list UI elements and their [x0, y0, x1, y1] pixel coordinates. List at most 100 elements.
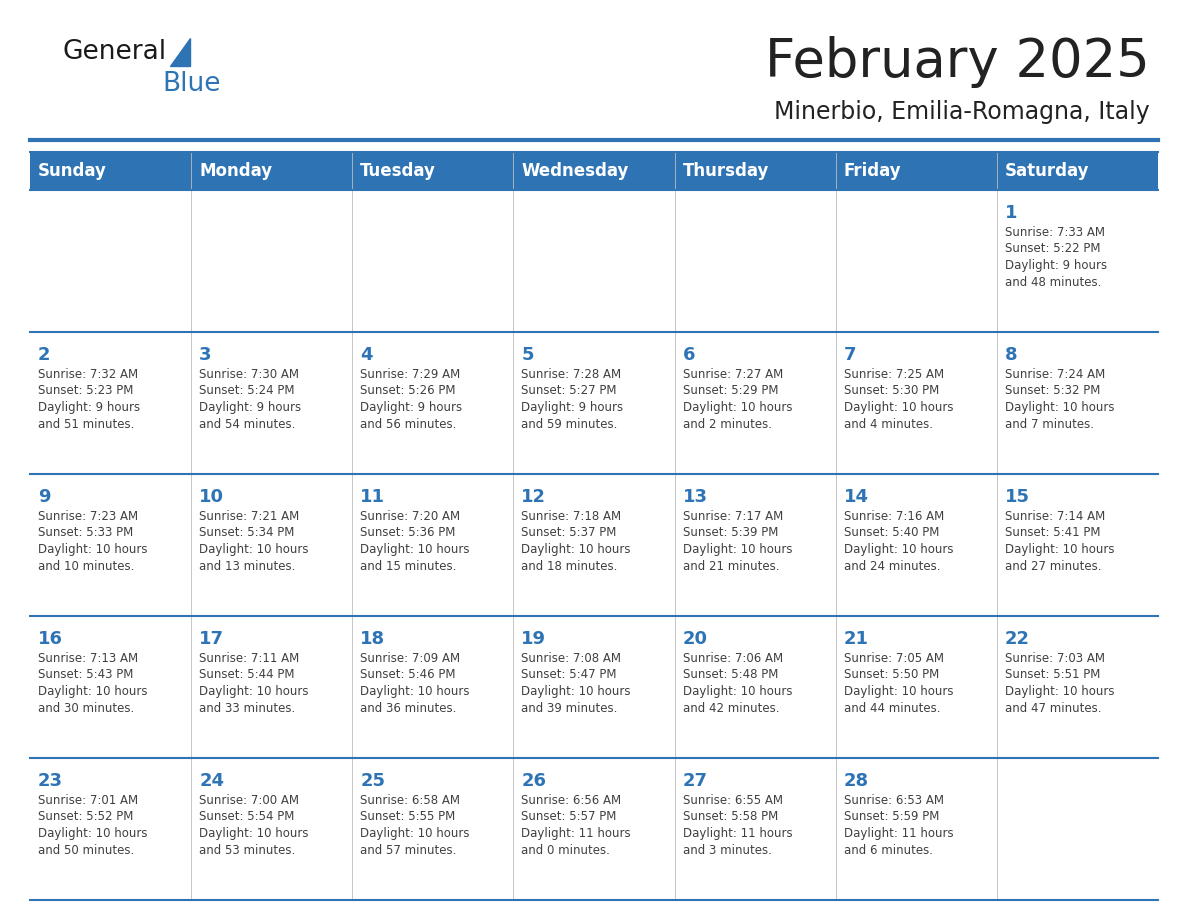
Text: and 36 minutes.: and 36 minutes.	[360, 701, 456, 714]
Text: 10: 10	[200, 488, 225, 506]
Text: Sunrise: 7:17 AM: Sunrise: 7:17 AM	[683, 510, 783, 523]
Text: 1: 1	[1005, 204, 1017, 222]
Text: Sunset: 5:43 PM: Sunset: 5:43 PM	[38, 668, 133, 681]
Text: Sunset: 5:33 PM: Sunset: 5:33 PM	[38, 527, 133, 540]
Text: Daylight: 11 hours: Daylight: 11 hours	[683, 827, 792, 840]
Text: Sunrise: 7:08 AM: Sunrise: 7:08 AM	[522, 652, 621, 665]
Text: General: General	[62, 39, 166, 65]
Bar	[191, 190, 353, 332]
Text: Sunset: 5:30 PM: Sunset: 5:30 PM	[843, 385, 939, 397]
Bar	[835, 758, 997, 900]
Text: Daylight: 11 hours: Daylight: 11 hours	[843, 827, 953, 840]
Text: 11: 11	[360, 488, 385, 506]
Text: and 6 minutes.: and 6 minutes.	[843, 844, 933, 856]
Text: Daylight: 10 hours: Daylight: 10 hours	[360, 685, 469, 698]
Bar	[353, 332, 513, 474]
Bar	[513, 616, 675, 758]
Bar	[675, 474, 835, 616]
Text: and 42 minutes.: and 42 minutes.	[683, 701, 779, 714]
Text: and 59 minutes.: and 59 minutes.	[522, 418, 618, 431]
Text: 26: 26	[522, 772, 546, 790]
Text: Sunrise: 7:21 AM: Sunrise: 7:21 AM	[200, 510, 299, 523]
Text: Daylight: 10 hours: Daylight: 10 hours	[522, 543, 631, 556]
Text: Wednesday: Wednesday	[522, 162, 628, 180]
Bar	[997, 190, 1158, 332]
Text: and 56 minutes.: and 56 minutes.	[360, 418, 456, 431]
Bar	[997, 332, 1158, 474]
Text: Sunrise: 6:55 AM: Sunrise: 6:55 AM	[683, 794, 783, 807]
Bar	[835, 474, 997, 616]
Text: Sunrise: 7:28 AM: Sunrise: 7:28 AM	[522, 368, 621, 381]
Text: and 57 minutes.: and 57 minutes.	[360, 844, 456, 856]
Text: Daylight: 10 hours: Daylight: 10 hours	[683, 685, 792, 698]
Text: Daylight: 10 hours: Daylight: 10 hours	[360, 543, 469, 556]
Text: and 13 minutes.: and 13 minutes.	[200, 559, 296, 573]
Text: Sunrise: 7:16 AM: Sunrise: 7:16 AM	[843, 510, 944, 523]
Text: Daylight: 10 hours: Daylight: 10 hours	[843, 685, 953, 698]
Text: 18: 18	[360, 630, 385, 648]
Text: Sunset: 5:41 PM: Sunset: 5:41 PM	[1005, 527, 1100, 540]
Text: Daylight: 10 hours: Daylight: 10 hours	[360, 827, 469, 840]
Text: Sunset: 5:39 PM: Sunset: 5:39 PM	[683, 527, 778, 540]
Text: Daylight: 9 hours: Daylight: 9 hours	[200, 401, 302, 414]
Text: and 21 minutes.: and 21 minutes.	[683, 559, 779, 573]
Text: 4: 4	[360, 346, 373, 364]
Text: and 48 minutes.: and 48 minutes.	[1005, 275, 1101, 288]
Bar	[353, 616, 513, 758]
Text: Sunrise: 7:13 AM: Sunrise: 7:13 AM	[38, 652, 138, 665]
Text: 9: 9	[38, 488, 51, 506]
Text: Daylight: 9 hours: Daylight: 9 hours	[1005, 259, 1107, 272]
Text: Sunrise: 7:03 AM: Sunrise: 7:03 AM	[1005, 652, 1105, 665]
Text: Sunrise: 7:18 AM: Sunrise: 7:18 AM	[522, 510, 621, 523]
Text: Daylight: 9 hours: Daylight: 9 hours	[38, 401, 140, 414]
Text: Sunset: 5:40 PM: Sunset: 5:40 PM	[843, 527, 939, 540]
Text: and 2 minutes.: and 2 minutes.	[683, 418, 771, 431]
Text: Daylight: 9 hours: Daylight: 9 hours	[360, 401, 462, 414]
Text: Sunset: 5:27 PM: Sunset: 5:27 PM	[522, 385, 617, 397]
Text: Sunset: 5:52 PM: Sunset: 5:52 PM	[38, 811, 133, 823]
Bar	[835, 332, 997, 474]
Text: Sunset: 5:32 PM: Sunset: 5:32 PM	[1005, 385, 1100, 397]
Text: Daylight: 10 hours: Daylight: 10 hours	[38, 543, 147, 556]
Text: Blue: Blue	[162, 71, 221, 97]
Bar	[675, 190, 835, 332]
Bar	[30, 474, 191, 616]
Text: Daylight: 10 hours: Daylight: 10 hours	[200, 827, 309, 840]
Text: 22: 22	[1005, 630, 1030, 648]
Text: Daylight: 10 hours: Daylight: 10 hours	[522, 685, 631, 698]
Text: Sunset: 5:44 PM: Sunset: 5:44 PM	[200, 668, 295, 681]
Text: and 18 minutes.: and 18 minutes.	[522, 559, 618, 573]
Text: Sunset: 5:22 PM: Sunset: 5:22 PM	[1005, 242, 1100, 255]
Text: and 0 minutes.: and 0 minutes.	[522, 844, 611, 856]
Text: Thursday: Thursday	[683, 162, 769, 180]
Text: 3: 3	[200, 346, 211, 364]
Text: Sunrise: 7:11 AM: Sunrise: 7:11 AM	[200, 652, 299, 665]
Text: Sunset: 5:47 PM: Sunset: 5:47 PM	[522, 668, 617, 681]
Text: Sunrise: 7:24 AM: Sunrise: 7:24 AM	[1005, 368, 1105, 381]
Bar	[191, 332, 353, 474]
Text: Saturday: Saturday	[1005, 162, 1089, 180]
Bar	[835, 616, 997, 758]
Bar	[30, 190, 191, 332]
Text: and 47 minutes.: and 47 minutes.	[1005, 701, 1101, 714]
Text: Sunset: 5:58 PM: Sunset: 5:58 PM	[683, 811, 778, 823]
Bar	[30, 152, 1158, 190]
Text: and 39 minutes.: and 39 minutes.	[522, 701, 618, 714]
Text: 25: 25	[360, 772, 385, 790]
Text: 28: 28	[843, 772, 868, 790]
Text: Sunset: 5:23 PM: Sunset: 5:23 PM	[38, 385, 133, 397]
Text: and 27 minutes.: and 27 minutes.	[1005, 559, 1101, 573]
Bar	[191, 616, 353, 758]
Text: and 7 minutes.: and 7 minutes.	[1005, 418, 1094, 431]
Text: Sunset: 5:55 PM: Sunset: 5:55 PM	[360, 811, 455, 823]
Text: 15: 15	[1005, 488, 1030, 506]
Text: 17: 17	[200, 630, 225, 648]
Text: Sunrise: 6:53 AM: Sunrise: 6:53 AM	[843, 794, 943, 807]
Bar	[513, 758, 675, 900]
Bar	[675, 758, 835, 900]
Text: 6: 6	[683, 346, 695, 364]
Text: Sunrise: 7:09 AM: Sunrise: 7:09 AM	[360, 652, 461, 665]
Text: Sunrise: 7:01 AM: Sunrise: 7:01 AM	[38, 794, 138, 807]
Text: and 30 minutes.: and 30 minutes.	[38, 701, 134, 714]
Text: and 15 minutes.: and 15 minutes.	[360, 559, 456, 573]
